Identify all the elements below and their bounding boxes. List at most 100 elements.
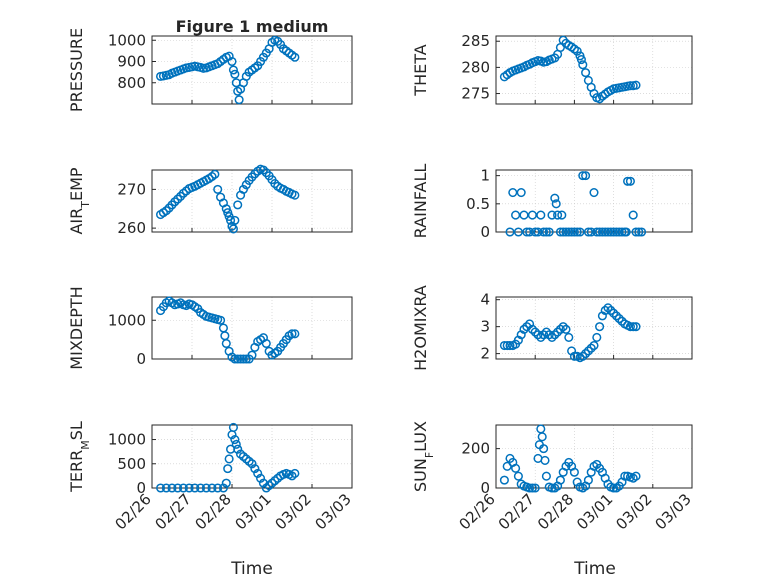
- subplot-air-temp: 260 270 AIRTEMP: [67, 164, 353, 237]
- data-point: [522, 227, 532, 237]
- data-point: [156, 483, 166, 493]
- data-point: [606, 227, 616, 237]
- data-point: [196, 483, 206, 493]
- y-tick-label: 500: [117, 455, 146, 473]
- data-point: [230, 69, 240, 79]
- data-point: [290, 190, 300, 200]
- subplot-theta: 275 280 285 THETA: [411, 32, 693, 105]
- data-point: [595, 322, 605, 332]
- y-tick-label: 200: [461, 440, 490, 458]
- y-tick-label: 3: [480, 318, 490, 336]
- x-tick-label: 03/03: [312, 490, 355, 533]
- data-point: [581, 349, 591, 359]
- data-point: [287, 329, 297, 339]
- data-point: [564, 332, 574, 342]
- data-point: [572, 227, 582, 237]
- data-point: [178, 483, 188, 493]
- axes-box: [151, 35, 353, 105]
- data-point: [505, 340, 515, 351]
- y-tick-label: 0: [480, 223, 490, 241]
- data-point: [499, 475, 509, 485]
- data-point: [631, 322, 641, 332]
- data-point: [631, 227, 641, 237]
- subplot-mixdepth: 0 1000 MIXDEPTH: [67, 286, 353, 370]
- data-point: [537, 432, 547, 442]
- x-tick-label: 02/28: [192, 490, 235, 533]
- data-point: [576, 54, 586, 65]
- data-point: [228, 422, 238, 432]
- data-point: [600, 227, 610, 237]
- y-tick-label: 2: [480, 345, 490, 363]
- data-point: [551, 199, 561, 209]
- axes-box: [151, 424, 353, 489]
- data-point: [555, 227, 565, 237]
- data-point: [247, 350, 257, 360]
- data-point: [216, 315, 226, 325]
- data-point: [161, 206, 171, 216]
- y-axis-label: THETA: [411, 44, 430, 96]
- y-tick-label: 800: [117, 74, 146, 92]
- data-point: [226, 215, 236, 225]
- data-point: [553, 327, 563, 337]
- data-point: [238, 354, 248, 364]
- data-point: [530, 227, 540, 237]
- y-axis-label: PRESSURE: [67, 28, 86, 112]
- data-point: [290, 52, 300, 62]
- subplot-rainfall: 0 0.5 1 RAINFALL: [411, 164, 693, 241]
- axes-box: [495, 296, 693, 360]
- data-point: [592, 227, 602, 237]
- data-point: [561, 227, 571, 237]
- y-tick-label: 275: [461, 85, 490, 103]
- data-point: [581, 171, 591, 181]
- data-point: [628, 322, 638, 332]
- data-point: [583, 346, 593, 356]
- data-point: [258, 478, 268, 488]
- data-point: [519, 324, 529, 334]
- data-point: [258, 165, 268, 175]
- data-point: [631, 471, 641, 481]
- data-point: [161, 483, 171, 493]
- data-point: [270, 179, 280, 189]
- data-point: [569, 351, 579, 361]
- x-axis-label-right: Time: [573, 559, 616, 579]
- y-axis-label: MIXDEPTH: [67, 286, 86, 369]
- data-point: [558, 227, 568, 237]
- data-point: [502, 340, 512, 351]
- data-point: [505, 227, 515, 237]
- x-tick-label: 02/28: [534, 490, 577, 533]
- data-point: [170, 197, 180, 207]
- y-tick-label: 1: [480, 167, 490, 185]
- data-point: [611, 227, 621, 237]
- data-point: [567, 227, 577, 237]
- data-point: [625, 81, 635, 91]
- data-point: [603, 227, 613, 237]
- data-point: [611, 311, 621, 321]
- y-tick-label: 1000: [108, 31, 146, 49]
- x-tick-label: 03/03: [652, 490, 695, 533]
- y-axis-label: AIRTEMP: [67, 167, 92, 234]
- data-point: [603, 303, 613, 313]
- x-tick-label: 03/02: [272, 490, 315, 533]
- data-point: [221, 338, 231, 349]
- data-point: [536, 424, 546, 434]
- data-point: [290, 329, 300, 339]
- data-point: [547, 483, 557, 493]
- y-axis-label: H2OMIXRA: [411, 285, 430, 371]
- data-point: [575, 227, 585, 237]
- data-point: [541, 227, 551, 237]
- data-point: [555, 475, 565, 485]
- data-point: [230, 215, 240, 225]
- data-point: [250, 464, 260, 474]
- data-point: [541, 471, 551, 481]
- data-point: [213, 483, 223, 493]
- data-point: [223, 464, 233, 474]
- data-point: [547, 210, 557, 220]
- data-point: [221, 478, 231, 488]
- data-point: [533, 227, 543, 237]
- subplot-pressure: 800 900 1000 PRESSURE: [67, 28, 353, 112]
- y-tick-label: 270: [117, 180, 146, 198]
- data-point: [233, 200, 243, 210]
- data-point: [620, 471, 630, 481]
- data-point: [236, 354, 246, 364]
